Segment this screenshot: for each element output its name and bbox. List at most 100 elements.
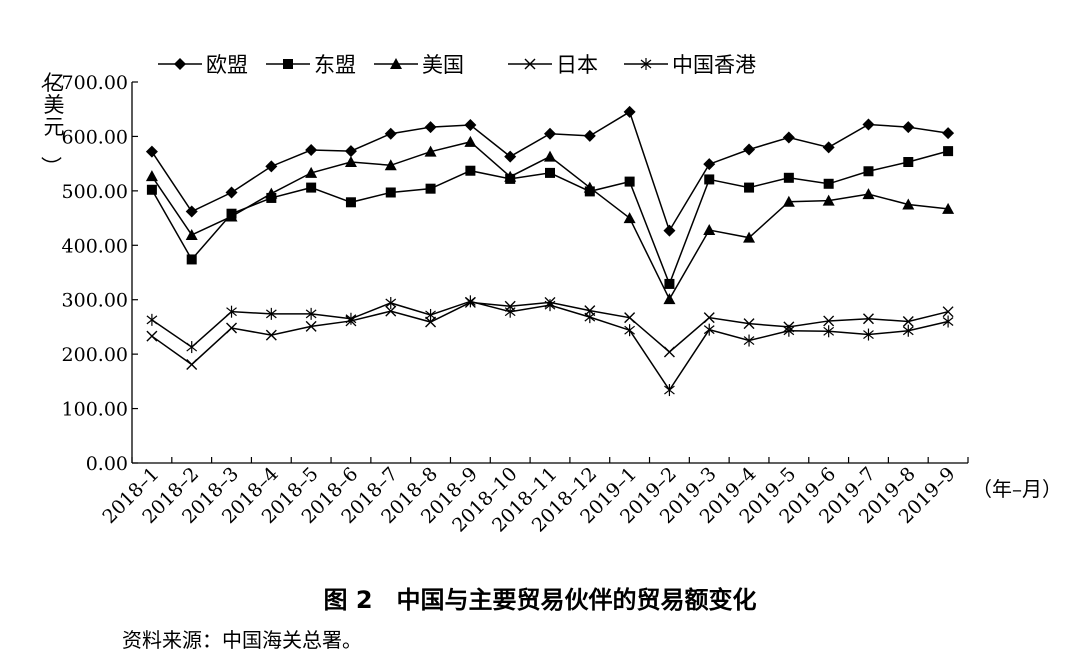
legend: 欧盟 东盟 美国 日本 中国香港 xyxy=(158,53,756,77)
data-point xyxy=(863,166,874,177)
y-tick-label: 300.00 xyxy=(62,290,128,312)
data-point xyxy=(544,150,556,162)
data-point xyxy=(145,170,158,182)
data-point xyxy=(703,323,715,336)
data-point xyxy=(782,131,795,144)
data-point xyxy=(862,188,875,200)
data-point xyxy=(465,165,476,176)
data-point xyxy=(306,182,317,193)
data-point xyxy=(345,312,357,325)
data-point xyxy=(424,121,437,134)
data-point xyxy=(265,329,277,341)
legend-marker xyxy=(283,59,293,69)
data-point xyxy=(344,145,357,158)
legend-marker xyxy=(524,58,536,70)
data-point xyxy=(385,187,396,198)
data-point xyxy=(823,325,835,338)
data-point xyxy=(743,334,755,347)
data-point xyxy=(504,170,517,182)
data-point xyxy=(783,324,795,337)
y-axis: 0.00 100.00 200.00 300.00 400.00 500.00 600.00… xyxy=(39,68,138,475)
y-tick-label: 600.00 xyxy=(62,126,128,148)
data-point xyxy=(145,145,158,158)
data-point xyxy=(823,178,834,189)
legend-item: 美国 xyxy=(374,53,464,77)
data-point xyxy=(704,174,715,185)
data-point xyxy=(664,278,675,289)
data-point xyxy=(305,320,317,332)
data-point xyxy=(385,296,397,309)
data-point xyxy=(902,324,914,337)
source-note: 资料来源：中国海关总署。 xyxy=(122,628,362,652)
legend-item: 日本 xyxy=(508,53,598,77)
data-point xyxy=(185,228,198,240)
legend-label: 欧盟 xyxy=(206,53,248,77)
data-point xyxy=(384,127,397,140)
data-point xyxy=(623,212,636,224)
data-point xyxy=(862,313,874,325)
data-point xyxy=(703,312,715,324)
data-point xyxy=(782,195,795,207)
y-tick-label: 0.00 xyxy=(86,453,128,475)
series-layer xyxy=(145,105,955,397)
data-point xyxy=(583,129,596,142)
data-point xyxy=(902,121,915,134)
data-point xyxy=(186,341,198,354)
legend-label: 东盟 xyxy=(314,53,356,77)
data-point xyxy=(225,210,238,222)
data-point xyxy=(942,127,955,140)
figure-caption: 图 2 中国与主要贸易伙伴的贸易额变化 xyxy=(323,586,757,614)
data-point xyxy=(146,330,158,342)
legend-item: 中国香港 xyxy=(624,53,756,77)
legend-label: 日本 xyxy=(556,53,598,77)
data-point xyxy=(664,384,675,397)
data-point xyxy=(185,205,198,218)
data-point xyxy=(464,118,477,131)
data-point xyxy=(305,166,318,178)
data-point xyxy=(863,328,874,341)
series-diamond xyxy=(145,105,955,237)
y-tick-label: 200.00 xyxy=(62,344,128,366)
data-point xyxy=(425,316,437,328)
y-tick-label: 500.00 xyxy=(62,181,128,203)
y-tick-label: 700.00 xyxy=(62,72,128,94)
legend-item: 欧盟 xyxy=(158,53,248,77)
data-point xyxy=(186,254,197,265)
data-point xyxy=(584,311,596,324)
data-point xyxy=(464,135,477,147)
data-point xyxy=(385,305,397,317)
data-point xyxy=(703,158,716,171)
data-point xyxy=(146,184,157,195)
data-point xyxy=(425,308,436,321)
y-tick-label: 400.00 xyxy=(62,235,128,257)
data-point xyxy=(942,315,954,328)
data-point xyxy=(344,156,357,168)
data-point xyxy=(545,167,555,178)
data-point xyxy=(305,144,318,157)
data-point xyxy=(663,224,676,237)
data-point xyxy=(743,143,756,156)
data-point xyxy=(226,322,238,334)
data-point xyxy=(902,315,914,327)
data-point xyxy=(186,358,198,370)
x-axis: 2018–12018–22018–32018–42018–52018–62018… xyxy=(98,457,1062,537)
data-point xyxy=(822,141,835,154)
data-point xyxy=(743,231,756,243)
y-axis-label: （亿美元） xyxy=(39,68,65,177)
data-point xyxy=(424,145,437,157)
legend-marker xyxy=(390,58,402,69)
data-point xyxy=(265,160,278,173)
data-point xyxy=(823,315,835,327)
data-point xyxy=(504,305,516,318)
data-point xyxy=(623,105,636,118)
legend-item: 东盟 xyxy=(266,53,356,77)
data-point xyxy=(226,305,237,318)
data-point xyxy=(743,318,755,330)
x-axis-label: （年–月） xyxy=(972,477,1062,501)
data-point xyxy=(425,183,436,194)
data-point xyxy=(265,187,278,199)
data-point xyxy=(822,194,835,206)
data-point xyxy=(544,127,556,140)
data-point xyxy=(624,176,635,187)
data-point xyxy=(265,307,277,320)
